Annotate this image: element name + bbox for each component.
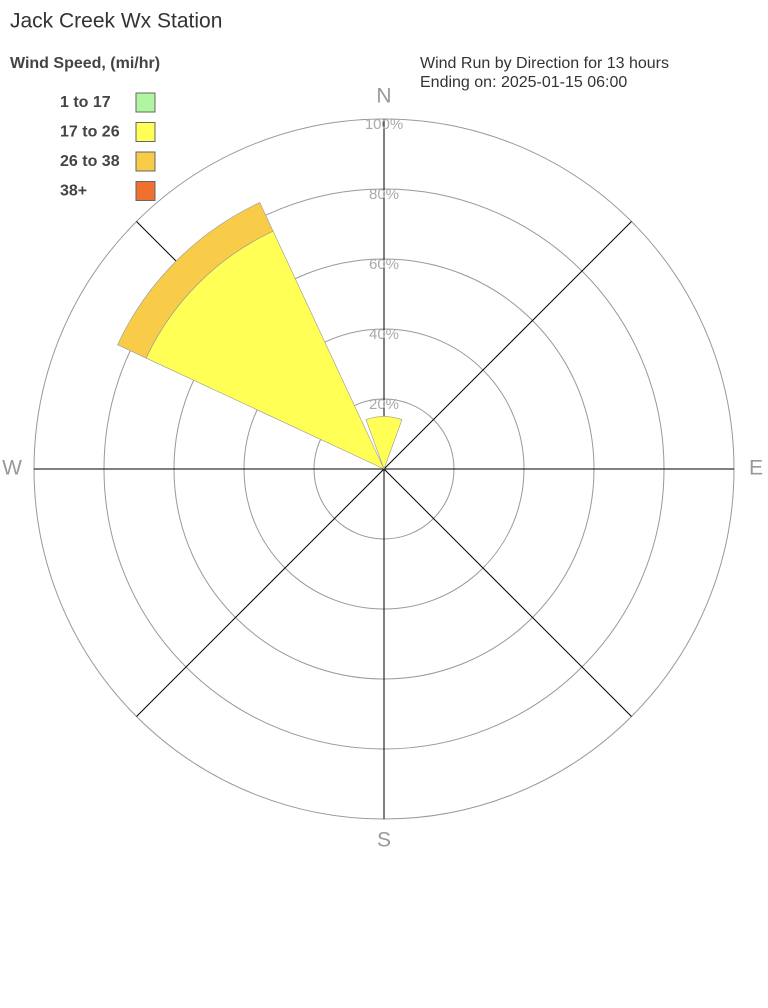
wedge xyxy=(117,202,274,359)
spoke xyxy=(136,468,385,717)
compass-label: N xyxy=(376,85,391,108)
legend-label: 17 to 26 xyxy=(60,124,120,141)
legend-label: 26 to 38 xyxy=(60,153,120,170)
r-tick-label: 40% xyxy=(369,326,399,343)
r-tick-label: 20% xyxy=(369,396,399,413)
spoke xyxy=(383,468,632,717)
r-tick-label: 100% xyxy=(365,116,403,133)
compass-label: S xyxy=(377,829,391,852)
chart-title: Jack Creek Wx Station xyxy=(10,10,222,33)
compass-label: W xyxy=(2,457,22,480)
spoke xyxy=(383,221,632,470)
r-tick-label: 80% xyxy=(369,186,399,203)
legend-swatch xyxy=(135,181,156,201)
legend-label: 38+ xyxy=(60,183,87,200)
legend-swatch xyxy=(135,122,156,142)
compass-label: E xyxy=(749,457,763,480)
r-tick-label: 60% xyxy=(369,256,399,273)
subtitle: Ending on: 2025-01-15 06:00 xyxy=(420,74,627,91)
subtitle: Wind Run by Direction for 13 hours xyxy=(420,55,669,72)
legend-swatch xyxy=(135,151,156,172)
wedge xyxy=(365,416,403,470)
legend-label: 1 to 17 xyxy=(60,94,111,111)
legend-title: Wind Speed, (mi/hr) xyxy=(10,55,160,72)
legend-swatch xyxy=(135,92,156,113)
